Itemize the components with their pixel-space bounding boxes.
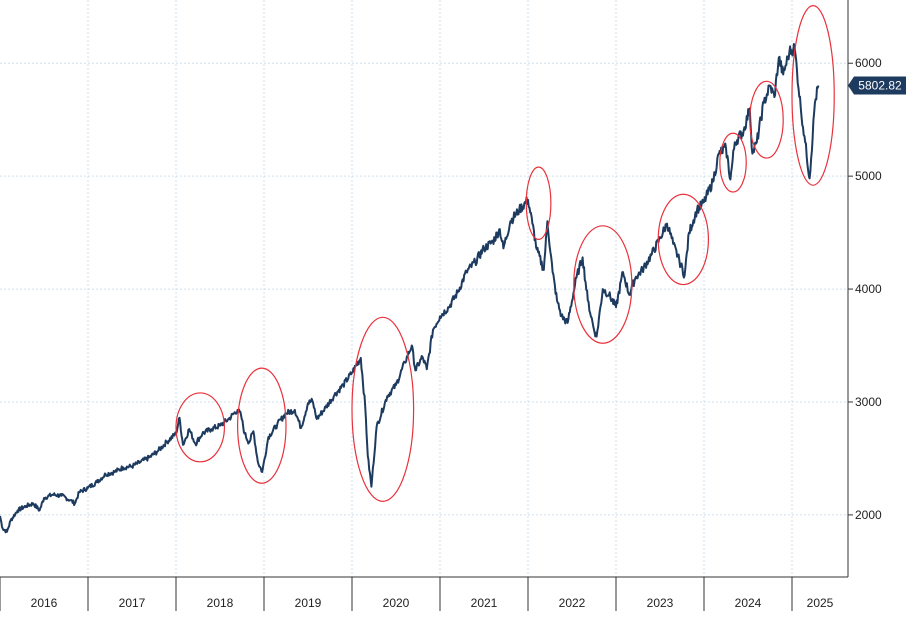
highlight-ellipse: [525, 166, 552, 240]
last-price-badge: [848, 76, 906, 95]
y-tick-label: 2000: [855, 508, 882, 522]
highlight-ellipse: [749, 80, 784, 159]
x-tick-label: 2017: [119, 596, 146, 610]
y-tick-label: 3000: [855, 395, 882, 409]
x-tick-label: 2019: [295, 596, 322, 610]
highlight-ellipse: [351, 316, 415, 502]
highlight-ellipse: [175, 392, 226, 463]
series-layer: [0, 43, 820, 534]
x-tick-label: 2024: [735, 596, 762, 610]
highlight-ellipse: [236, 367, 287, 484]
x-tick-label: 2023: [647, 596, 674, 610]
highlight-ellipses: [175, 5, 835, 502]
y-tick-label: 6000: [855, 56, 882, 70]
highlight-ellipse: [791, 5, 835, 186]
last-price-label: 5802.82: [858, 78, 902, 92]
x-tick-label: 2021: [471, 596, 498, 610]
x-tick-label: 2018: [207, 596, 234, 610]
last-price-layer: 5802.82: [848, 76, 906, 95]
x-tick-label: 2016: [31, 596, 58, 610]
x-tick-label: 2020: [383, 596, 410, 610]
x-tick-label: 2025: [807, 596, 834, 610]
highlight-ellipse: [719, 132, 747, 193]
y-tick-label: 5000: [855, 169, 882, 183]
gridlines: [0, 0, 848, 577]
highlight-ellipse: [657, 193, 709, 286]
price-series-line: [0, 43, 820, 534]
y-tick-label: 4000: [855, 282, 882, 296]
axes: 2000 3000 4000 5000 6000 2016 2017 2018 2019 2020…: [0, 0, 882, 611]
x-tick-label: 2022: [559, 596, 586, 610]
highlight-ellipse: [573, 225, 633, 344]
